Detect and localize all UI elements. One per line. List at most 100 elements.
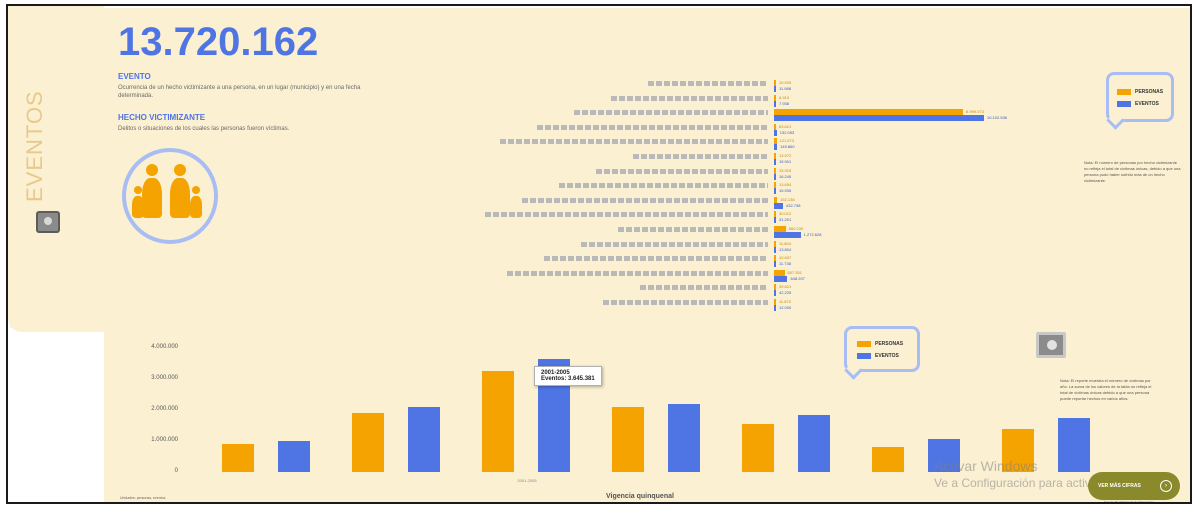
hbar-personas-4[interactable] xyxy=(774,138,777,145)
hbar-personas-13[interactable] xyxy=(774,269,785,276)
vbar-personas-3[interactable] xyxy=(612,406,644,472)
footer-units: Unidades: personas, eventos xyxy=(120,496,166,500)
family-icon xyxy=(122,148,218,244)
dashboard-frame: EVENTOS 13.720.162 EVENTO Ocurrencia de … xyxy=(6,4,1192,504)
hbar-category-2 xyxy=(574,110,768,116)
hbar-personas-3[interactable] xyxy=(774,123,776,130)
hbar-eventos-label-11: 13.804 xyxy=(779,246,792,252)
hbar-category-11 xyxy=(581,241,768,247)
evento-description: Ocurrencia de un hecho victimizante a un… xyxy=(118,85,361,99)
hbar-personas-1[interactable] xyxy=(774,94,776,101)
hbar-eventos-label-15: 12.000 xyxy=(779,305,792,310)
hbar-personas-label-0: 10.925 xyxy=(779,80,792,85)
hbar-personas-9[interactable] xyxy=(774,211,776,218)
hbar-personas-14[interactable] xyxy=(774,284,776,291)
hbar-personas-6[interactable] xyxy=(774,167,776,174)
hbar-eventos-label-8: 432.738 xyxy=(786,202,801,208)
hbar-eventos-label-9: 31.201 xyxy=(779,217,792,223)
hbar-eventos-label-12: 11.738 xyxy=(779,261,791,267)
y-tick-0: 0 xyxy=(174,468,178,474)
hbar-eventos-6[interactable] xyxy=(774,173,776,180)
hbar-personas-5[interactable] xyxy=(774,153,776,159)
hbar-category-5 xyxy=(633,154,768,159)
hbar-eventos-10[interactable] xyxy=(774,232,801,238)
ver-mas-cifras-button[interactable]: VER MÁS CIFRAS › xyxy=(1088,472,1180,500)
hbar-eventos-label-6: 16.245 xyxy=(779,173,792,179)
hbar-category-0 xyxy=(648,81,768,86)
vbar-personas-1[interactable] xyxy=(352,413,384,472)
hbar-personas-11[interactable] xyxy=(774,240,776,247)
hbar-eventos-7[interactable] xyxy=(774,188,776,195)
hbar-personas-15[interactable] xyxy=(774,299,776,305)
hbar-category-1 xyxy=(611,95,768,101)
hbar-eventos-label-2: 10.102.536 xyxy=(987,115,1008,121)
vbar-eventos-6[interactable] xyxy=(1058,417,1090,472)
y-tick-1: 1.000.000 xyxy=(151,437,178,443)
vbar-personas-2[interactable] xyxy=(482,371,514,472)
legend-label-personas: PERSONAS xyxy=(1135,89,1164,95)
hbar-eventos-15[interactable] xyxy=(774,305,776,311)
hbar-eventos-label-13: 648.207 xyxy=(790,275,805,281)
hbar-eventos-label-7: 15.935 xyxy=(779,188,792,194)
hbar-category-7 xyxy=(559,183,768,189)
bar-tooltip: 2001-2005 Eventos: 3.645.381 xyxy=(534,366,602,386)
hbar-personas-8[interactable] xyxy=(774,196,778,203)
y-tick-3: 3.000.000 xyxy=(151,375,178,381)
hbar-personas-10[interactable] xyxy=(774,226,786,232)
vbar-eventos-0[interactable] xyxy=(278,441,310,472)
camera-icon[interactable] xyxy=(36,211,60,233)
hbar-personas-12[interactable] xyxy=(774,255,776,262)
hbar-personas-label-11: 11.804 xyxy=(779,240,791,246)
hbar-eventos-label-1: 7.938 xyxy=(779,100,790,106)
legend-swatch-eventos xyxy=(1117,101,1131,107)
legend-bottom: PERSONAS EVENTOS xyxy=(844,326,920,372)
vbar-eventos-1[interactable] xyxy=(408,406,440,472)
hbar-category-14 xyxy=(640,285,768,291)
y-tick-4: 4.000.000 xyxy=(151,344,178,350)
hbar-eventos-0[interactable] xyxy=(774,86,776,92)
hbar-personas-7[interactable] xyxy=(774,182,776,189)
hbar-eventos-3[interactable] xyxy=(774,129,777,136)
hbar-category-6 xyxy=(596,168,768,174)
hbar-eventos-8[interactable] xyxy=(774,202,784,209)
vbar-personas-0[interactable] xyxy=(222,444,254,472)
x-tick-2: 2001-2005 xyxy=(517,478,537,483)
hbar-eventos-11[interactable] xyxy=(774,246,776,253)
hbar-eventos-label-4: 149.860 xyxy=(780,144,795,150)
hbar-personas-label-13: 507.351 xyxy=(787,269,802,275)
vbar-personas-4[interactable] xyxy=(742,423,774,472)
vbar-eventos-3[interactable] xyxy=(668,403,700,472)
hbar-eventos-4[interactable] xyxy=(774,144,778,151)
hbar-eventos-5[interactable] xyxy=(774,159,776,165)
hbar-eventos-label-14: 42.225 xyxy=(779,290,792,296)
y-tick-2: 2.000.000 xyxy=(151,406,178,412)
hbar-category-10 xyxy=(618,227,768,232)
hbar-eventos-9[interactable] xyxy=(774,217,776,224)
hbar-personas-2[interactable] xyxy=(774,109,963,116)
camera-icon[interactable] xyxy=(1036,332,1066,358)
hbar-eventos-2[interactable] xyxy=(774,115,984,122)
hbar-personas-label-15: 11.870 xyxy=(779,299,791,304)
vbar-personas-5[interactable] xyxy=(872,447,904,472)
hbar-category-3 xyxy=(537,124,768,130)
vbar-eventos-5[interactable] xyxy=(928,439,960,472)
note-bottom: Nota: El reporte muestra el número de ví… xyxy=(1060,378,1152,401)
hbar-category-4 xyxy=(500,139,768,145)
hbar-personas-label-10: 560.230 xyxy=(788,226,804,231)
footer-source: Fuente: Red Nacional de Información xyxy=(1104,500,1154,504)
total-eventos: 13.720.162 xyxy=(118,20,319,64)
vbar-personas-6[interactable] xyxy=(1002,428,1034,472)
hecho-title: HECHO VICTIMIZANTE xyxy=(118,113,206,122)
hbar-personas-label-3: 63.621 xyxy=(779,123,792,129)
hbar-personas-label-14: 39.621 xyxy=(779,284,792,290)
vbar-eventos-4[interactable] xyxy=(798,414,830,472)
hbar-eventos-13[interactable] xyxy=(774,275,788,282)
hbar-eventos-12[interactable] xyxy=(774,261,776,268)
tooltip-period: 2001-2005 xyxy=(541,370,570,376)
hbar-eventos-14[interactable] xyxy=(774,290,776,297)
hbar-eventos-label-5: 15.901 xyxy=(779,159,792,164)
legend-swatch-eventos xyxy=(857,353,871,359)
hbar-personas-label-6: 15.915 xyxy=(779,167,792,173)
hbar-eventos-1[interactable] xyxy=(774,100,776,107)
hbar-personas-0[interactable] xyxy=(774,80,776,86)
